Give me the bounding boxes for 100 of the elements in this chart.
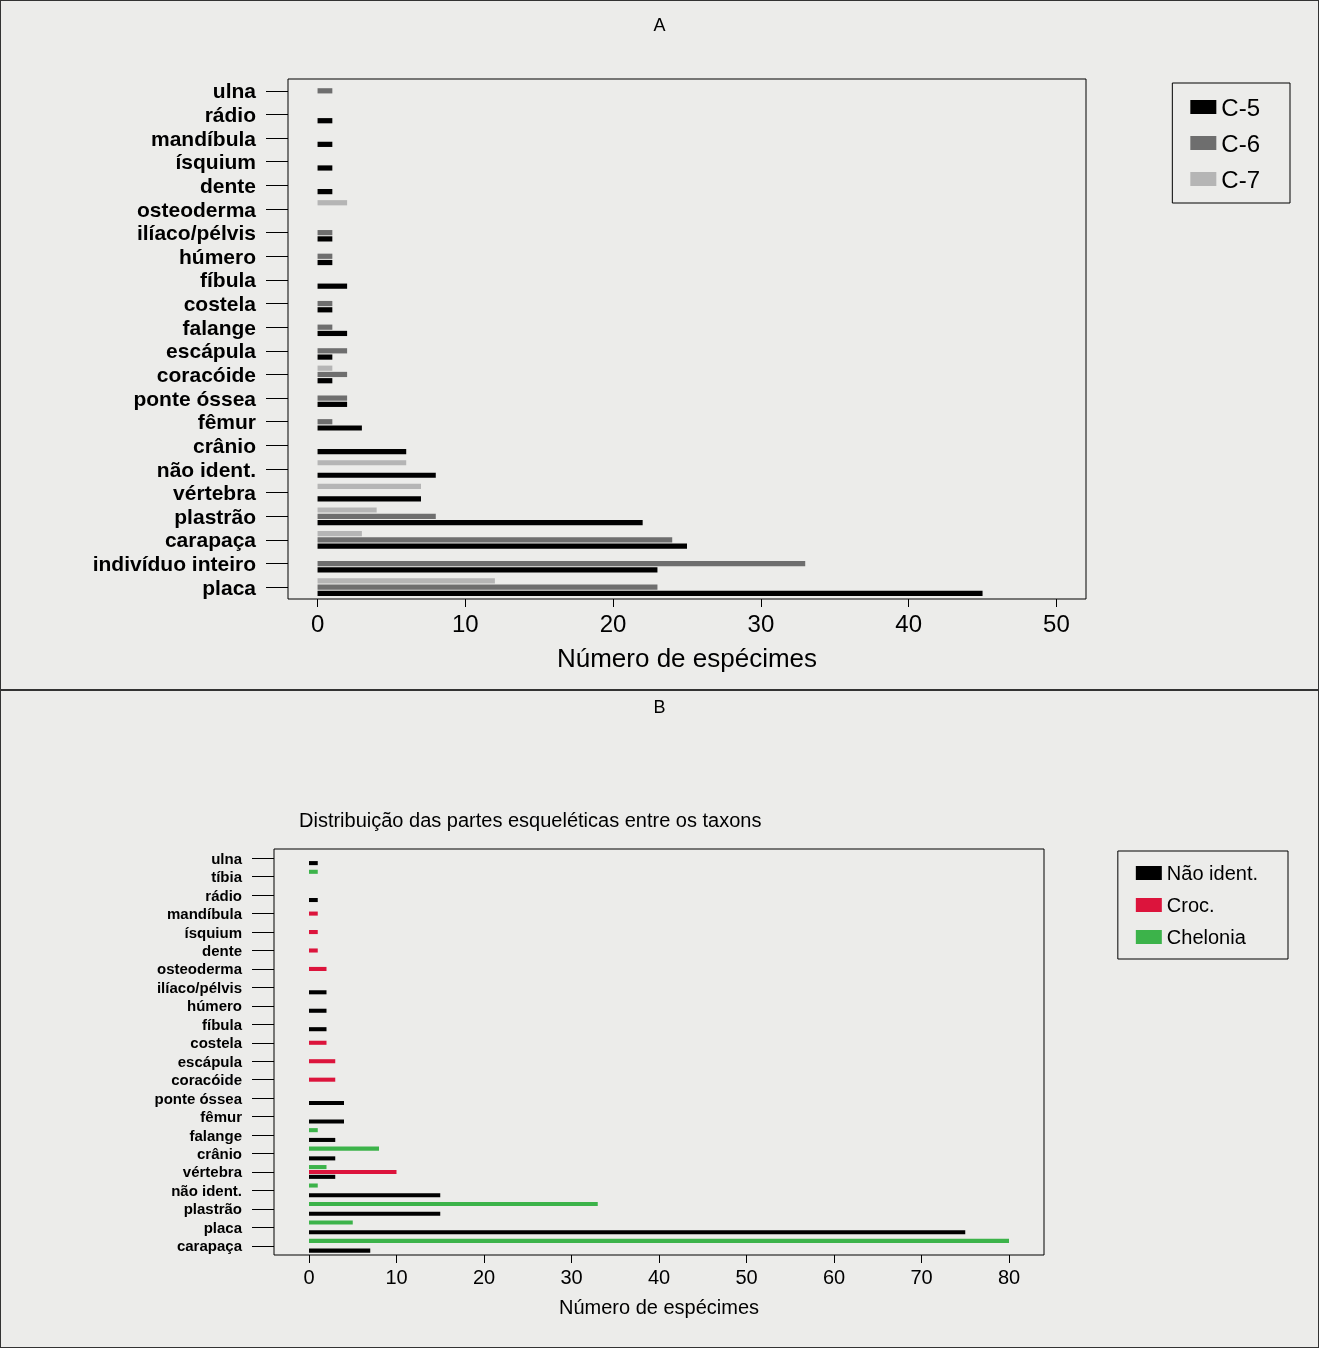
- y-tick-label: falange: [189, 1126, 242, 1144]
- y-tick-label: osteoderma: [156, 960, 243, 978]
- bar: [309, 869, 318, 874]
- bar: [317, 419, 333, 425]
- bar: [309, 1077, 336, 1082]
- bar: [309, 1220, 353, 1225]
- bar: [317, 141, 333, 147]
- y-tick-label: fêmur: [200, 1108, 243, 1126]
- x-tick-label: 20: [599, 609, 627, 637]
- bar: [317, 395, 348, 401]
- bar: [317, 378, 333, 384]
- legend-label: C-7: [1221, 165, 1260, 193]
- bar: [317, 543, 687, 549]
- bar: [317, 483, 421, 489]
- y-tick-label: mandíbula: [150, 126, 257, 150]
- y-tick-label: dente: [201, 942, 242, 959]
- y-tick-label: ponte óssea: [154, 1089, 243, 1107]
- bar: [309, 861, 318, 866]
- bar: [309, 911, 318, 916]
- y-tick-label: fíbula: [202, 1015, 243, 1033]
- x-tick-label: 10: [451, 609, 479, 637]
- x-tick-label: 10: [385, 1266, 408, 1288]
- bar: [317, 365, 333, 371]
- bar: [309, 930, 318, 935]
- bar: [309, 1165, 327, 1170]
- y-tick-label: ulna: [212, 79, 257, 103]
- bar: [309, 1137, 336, 1142]
- bar: [317, 472, 436, 478]
- y-tick-label: crânio: [192, 433, 256, 457]
- bar: [317, 507, 377, 513]
- bar: [309, 966, 327, 971]
- bar: [317, 88, 333, 94]
- bar: [317, 354, 333, 360]
- bar: [317, 531, 362, 537]
- bar: [317, 425, 362, 431]
- y-tick-label: tíbia: [211, 868, 243, 886]
- bar: [317, 118, 333, 124]
- y-tick-label: vértebra: [182, 1163, 243, 1181]
- y-tick-label: plastrão: [183, 1200, 242, 1218]
- legend-label: C-5: [1221, 93, 1260, 121]
- y-tick-label: osteoderma: [136, 197, 257, 221]
- y-tick-label: fíbula: [200, 268, 257, 292]
- bar: [317, 496, 421, 502]
- bar: [317, 259, 333, 266]
- bar: [309, 1248, 371, 1253]
- y-tick-label: escápula: [166, 339, 257, 363]
- y-tick-label: crânio: [196, 1145, 242, 1162]
- bar: [317, 300, 333, 307]
- bar: [309, 948, 318, 953]
- bar: [309, 1174, 336, 1179]
- y-tick-label: húmero: [178, 244, 256, 268]
- y-tick-label: costela: [183, 292, 257, 316]
- x-tick-label: 0: [303, 1266, 315, 1288]
- bar: [317, 330, 348, 337]
- bar: [309, 1100, 344, 1106]
- bar: [309, 1201, 598, 1207]
- x-tick-label: 80: [997, 1266, 1021, 1288]
- y-tick-label: ilíaco/pélvis: [156, 978, 242, 996]
- x-tick-label: 40: [647, 1266, 671, 1288]
- y-tick-label: fêmur: [197, 410, 256, 434]
- bar: [309, 897, 318, 903]
- y-tick-label: coracóide: [156, 362, 256, 386]
- y-tick-label: placa: [203, 1218, 243, 1236]
- chart-title: B: [653, 697, 666, 717]
- legend-label: Não ident.: [1166, 862, 1258, 884]
- y-tick-label: vértebra: [173, 481, 257, 505]
- bar: [309, 1230, 966, 1235]
- bar: [317, 519, 643, 526]
- bar: [317, 230, 333, 236]
- x-tick-label: 40: [895, 609, 923, 637]
- y-tick-label: costela: [190, 1034, 243, 1052]
- bar: [309, 1119, 344, 1124]
- y-tick-label: plastrão: [174, 504, 256, 528]
- legend-label: C-6: [1221, 129, 1260, 157]
- bar: [309, 1027, 327, 1032]
- y-tick-label: escápula: [177, 1052, 243, 1070]
- y-tick-label: ilíaco/pélvis: [136, 221, 256, 245]
- bar: [309, 1156, 336, 1161]
- bar: [317, 165, 333, 171]
- chart-title: A: [653, 15, 666, 35]
- bar: [317, 584, 658, 590]
- x-tick-label: 0: [310, 609, 325, 637]
- y-tick-label: rádio: [204, 102, 256, 126]
- bar: [317, 324, 333, 330]
- bar: [317, 567, 658, 573]
- y-tick-label: ponte óssea: [133, 386, 257, 410]
- y-tick-label: não ident.: [156, 457, 256, 481]
- x-tick-label: 50: [1043, 609, 1070, 637]
- x-tick-label: 20: [472, 1266, 496, 1288]
- y-tick-label: coracóide: [171, 1071, 242, 1089]
- bar: [317, 236, 333, 242]
- bar: [309, 1169, 397, 1174]
- bar: [309, 1193, 441, 1198]
- y-tick-label: carapaça: [164, 528, 257, 552]
- y-tick-label: ísquium: [175, 150, 256, 174]
- y-tick-label: húmero: [186, 997, 242, 1015]
- bar: [317, 371, 348, 378]
- bar: [309, 1128, 318, 1133]
- bar: [317, 283, 348, 289]
- y-tick-label: falange: [182, 315, 256, 339]
